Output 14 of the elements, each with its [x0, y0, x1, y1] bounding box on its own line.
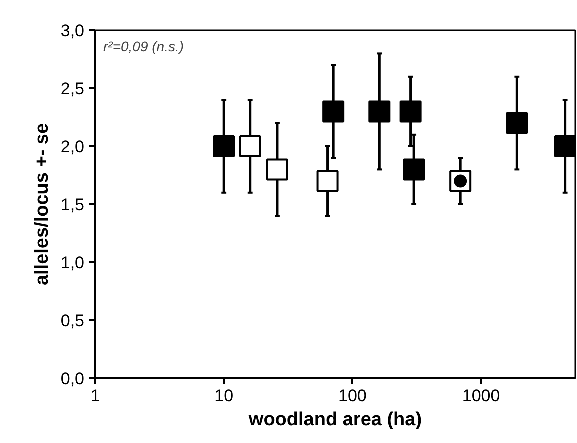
y-tick-label: 2,0 — [60, 138, 85, 156]
x-tick-label: 1 — [90, 386, 100, 406]
y-axis-title: alleles/locus +- se — [32, 123, 53, 286]
y-tick-label: 2,5 — [60, 80, 85, 98]
x-tick-label: 10 — [214, 386, 234, 406]
y-tick-label: 1,0 — [60, 254, 85, 272]
x-tick-label: 1000 — [462, 386, 500, 406]
y-tick-label: 1,5 — [60, 196, 85, 214]
y-tick-label: 3,0 — [60, 22, 85, 40]
x-axis-title: woodland area (ha) — [248, 410, 422, 430]
y-tick-label: 0,5 — [60, 312, 85, 330]
y-tick-label: 0,0 — [60, 370, 85, 388]
annotation: r²=0,09 (n.s.) — [104, 38, 184, 54]
x-tick-label: 100 — [338, 386, 367, 406]
